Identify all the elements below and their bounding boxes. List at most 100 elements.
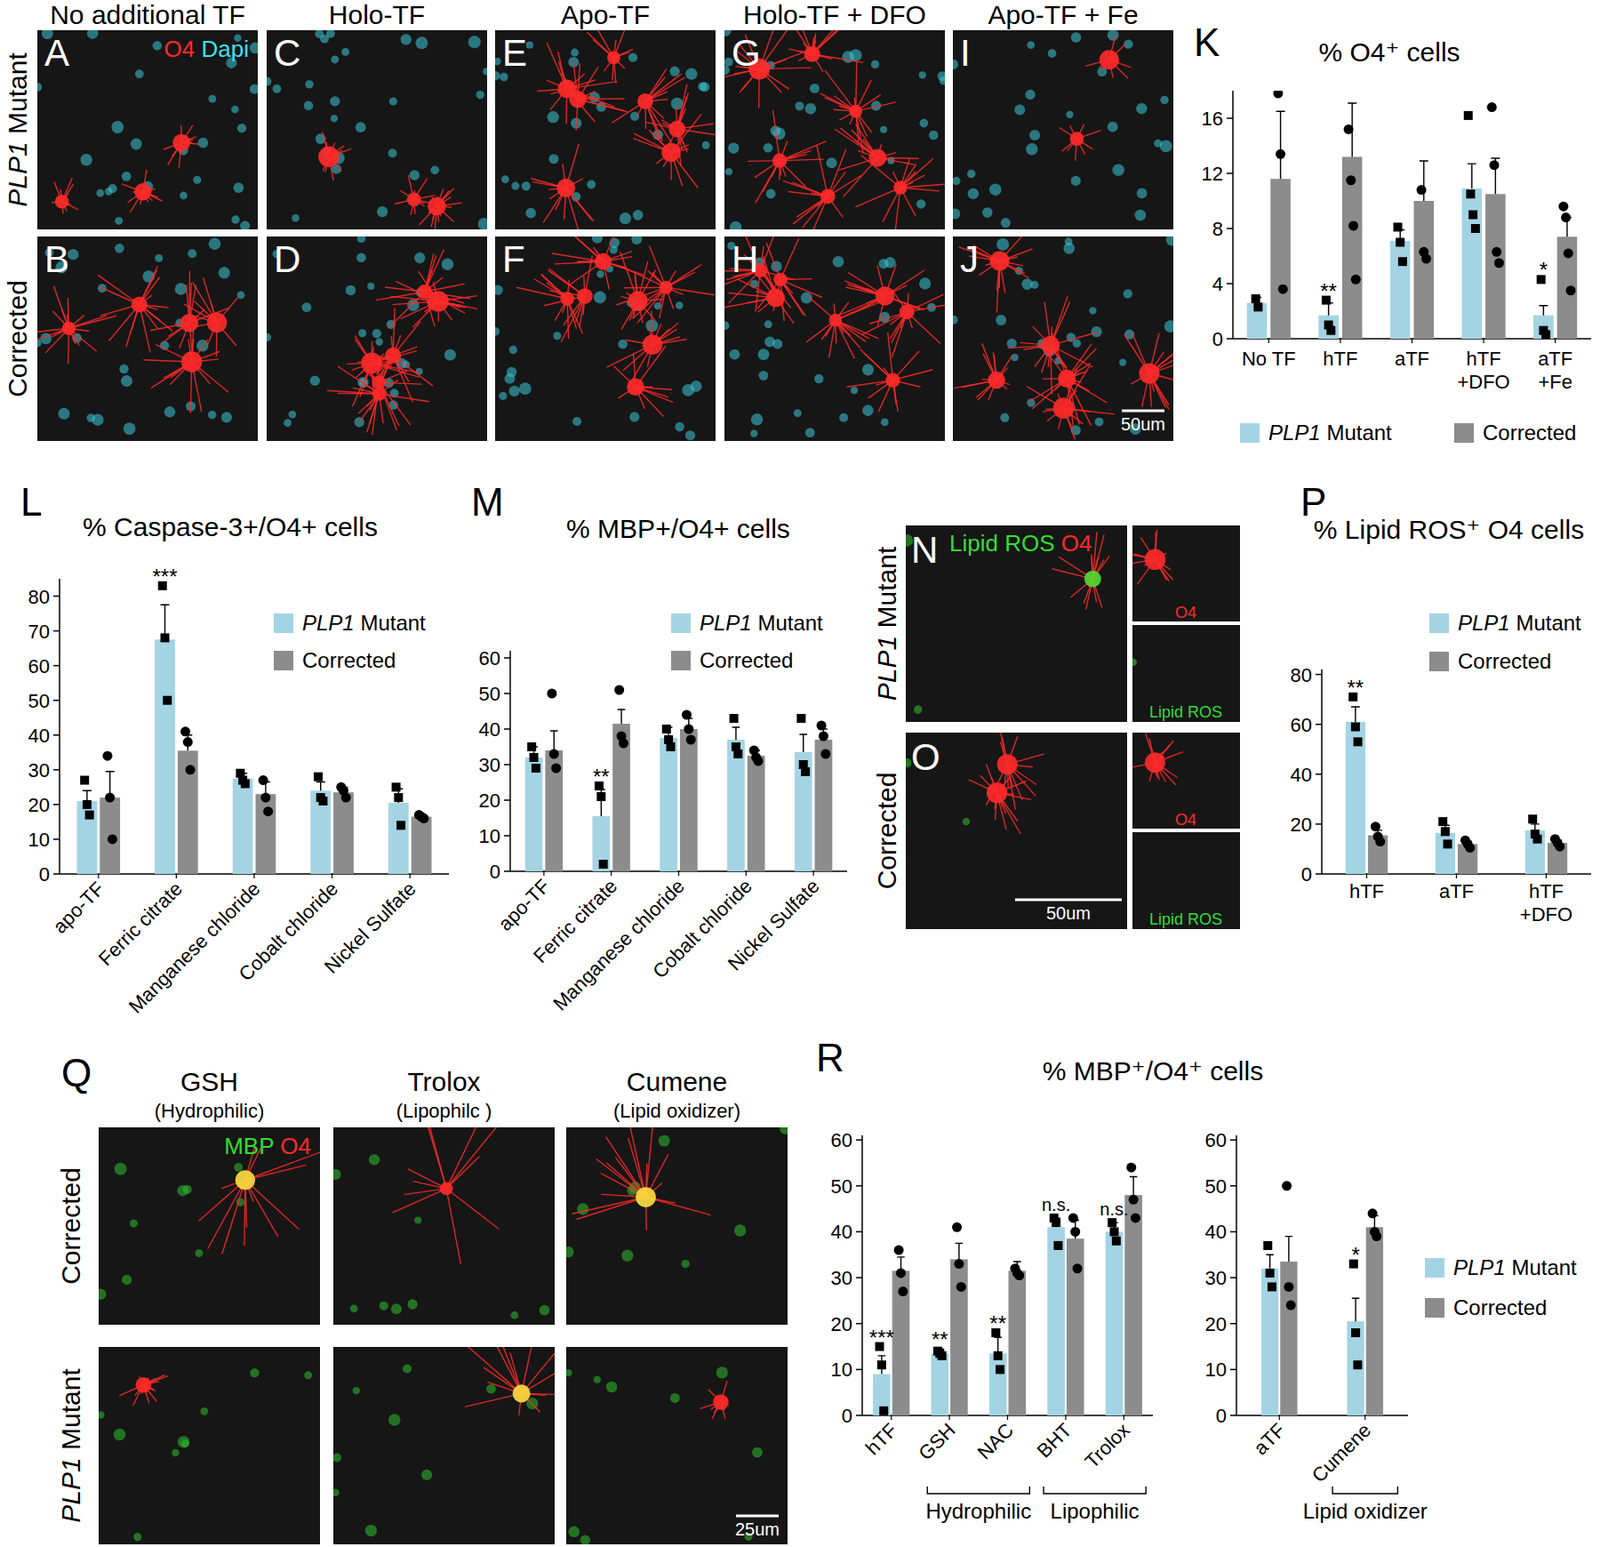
nucleus (231, 215, 240, 224)
nucleus (629, 411, 640, 422)
process (824, 70, 856, 112)
nucleus (341, 48, 350, 56)
micrograph (266, 236, 488, 441)
bar (1525, 830, 1545, 874)
cell-body (427, 197, 447, 216)
process (645, 1127, 653, 1198)
micrograph-bg (495, 236, 716, 441)
chart-title: % MBP⁺/O4⁺ cells (1042, 1056, 1264, 1086)
cell-body (1070, 131, 1085, 146)
label-part: aTF (1439, 880, 1474, 903)
error-bar (1351, 706, 1360, 722)
nucleus (1123, 288, 1133, 298)
label-part: +Fe (1537, 370, 1573, 393)
point (877, 1360, 887, 1369)
point (396, 820, 406, 830)
cell-body (440, 1182, 454, 1196)
nucleus (304, 101, 314, 112)
nucleus (476, 90, 485, 99)
bar (1066, 1238, 1085, 1416)
bar (680, 728, 698, 872)
y-tick (504, 763, 511, 766)
nucleus (372, 328, 382, 338)
point (1112, 1236, 1121, 1246)
x-tick (678, 871, 680, 876)
point (733, 749, 743, 759)
nucleus (120, 375, 133, 387)
point (897, 1286, 908, 1296)
nucleus (1025, 143, 1038, 155)
error-bar (878, 1355, 887, 1375)
nucleus (1026, 398, 1036, 408)
panel-letter: K (1193, 20, 1220, 64)
y-tick (1226, 337, 1233, 340)
micrograph (333, 1127, 555, 1325)
legend-swatch (1424, 1257, 1445, 1278)
nucleus (729, 221, 742, 230)
y-axis (509, 650, 512, 872)
nucleus (572, 416, 582, 426)
legend: PLP1 MutantCorrected (1424, 1255, 1577, 1320)
legend-swatch (1240, 423, 1260, 443)
point (1283, 1281, 1294, 1292)
nucleus (772, 338, 783, 349)
significance: * (1351, 1242, 1360, 1267)
label-part: No TF (1241, 347, 1296, 370)
micrograph (905, 732, 1128, 929)
nucleus (862, 404, 874, 416)
cell-body (642, 335, 663, 355)
y-tick (1230, 1368, 1237, 1371)
x-tick (745, 871, 747, 876)
plot-area (1261, 1180, 1384, 1416)
nucleus (291, 214, 299, 222)
nucleus (751, 413, 764, 426)
point (1468, 210, 1478, 220)
bar (1047, 1226, 1065, 1416)
nucleus (724, 64, 730, 75)
stain: Lipid ROS (949, 529, 1062, 557)
cell-body (875, 286, 895, 305)
nucleus (764, 320, 773, 328)
legend: PLP1 MutantCorrected (1429, 610, 1582, 673)
cell-body (557, 80, 576, 99)
error-bar (1530, 824, 1540, 831)
error-bar (82, 790, 92, 801)
point (1070, 1226, 1080, 1237)
nucleus (669, 66, 680, 77)
column-title: Trolox (407, 1066, 480, 1096)
nucleus (826, 157, 838, 168)
point (1438, 816, 1448, 826)
cell-body (659, 280, 673, 295)
micrograph (905, 525, 1128, 722)
cell-body (1053, 397, 1075, 419)
error-bar (1419, 160, 1429, 201)
stain: O4 (280, 1132, 312, 1160)
point (818, 731, 829, 742)
nucleus (758, 348, 770, 360)
nucleus (407, 1298, 417, 1309)
cell-body (804, 46, 821, 63)
nucleus (350, 1304, 359, 1313)
error-bar (799, 734, 808, 752)
nucleus (968, 188, 979, 200)
point (1126, 1162, 1136, 1173)
cell-body (607, 51, 621, 65)
bar (1345, 721, 1366, 874)
panel-letter: R (816, 1035, 845, 1080)
micrograph-bg (905, 732, 1128, 929)
bar (794, 752, 813, 872)
point (393, 792, 403, 802)
y-tick-label: 60 (28, 655, 50, 678)
nucleus (495, 57, 502, 65)
micrograph (266, 30, 488, 230)
micrograph-bg (724, 30, 945, 230)
point (1494, 257, 1504, 268)
panel-letter: G (731, 32, 761, 74)
nucleus (119, 364, 128, 374)
process (378, 382, 411, 425)
point (1351, 1328, 1360, 1337)
cell-body (820, 188, 836, 204)
point (816, 720, 827, 731)
nucleus (96, 189, 104, 198)
micrograph-bg (266, 236, 488, 441)
